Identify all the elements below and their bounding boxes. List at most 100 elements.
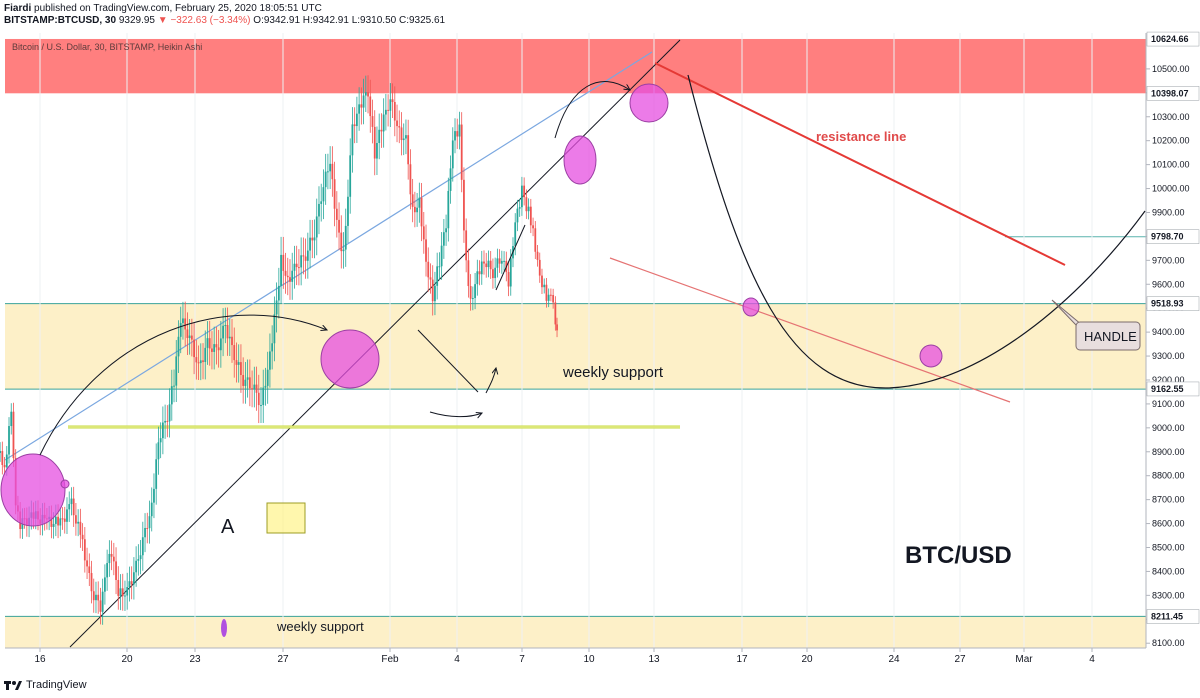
candle-body [280,254,282,286]
candle-body [175,356,178,386]
candle-body [416,207,418,213]
candle-body [483,261,485,264]
candle-body [148,516,151,529]
highlight-circle-5 [919,344,943,368]
highlight-circle-4 [742,297,760,317]
candle-body [516,208,519,223]
candle-body [447,190,450,229]
y-tick-label: 10300.00 [1152,112,1190,122]
footer-brand: TradingView [26,679,87,691]
candle-body [521,185,523,208]
candle-body [106,563,109,578]
price-label-2: 9798.70 [1151,232,1184,242]
candle-body [496,258,499,268]
candle-body [224,325,227,327]
candle-body [333,179,336,209]
candle-body [518,207,521,209]
candle-body [534,228,537,252]
candle-body [12,411,15,459]
candle-body [456,131,459,137]
candle-body [313,237,316,241]
price-axis-bg [1146,33,1200,648]
candle-body [141,537,144,556]
candle-body [367,92,369,97]
candle-body [1,451,4,465]
y-tick-label: 9100.00 [1152,399,1185,409]
candle-body [420,197,423,227]
candle-body [211,348,213,352]
candle-body [436,266,439,286]
candle-body [344,225,347,250]
symbol-info: BITSTAMP:BTCUSD, 30 9329.95 ▼ −322.63 (−… [4,15,445,26]
highlight-circle-1 [320,329,380,389]
candle-body [427,261,430,278]
candle-body [164,420,167,423]
candle-body [291,270,294,282]
candle-body [364,92,367,96]
price-change: −322.63 (−3.34%) [170,15,251,26]
candle-body [126,587,129,596]
price-change-down-icon: ▼ [157,15,168,26]
y-tick-label: 9300.00 [1152,351,1185,361]
candle-body [240,362,242,376]
candle-body [529,206,532,226]
candle-body [253,384,256,390]
price-label-bg-3 [1146,296,1200,311]
candle-body [179,323,182,337]
candle-body [273,314,276,344]
candle-body [222,325,224,339]
candle-body [396,120,398,127]
candle-body [177,336,180,357]
candle-body [554,302,557,325]
candle-body [184,318,187,330]
candle-body [57,516,59,526]
candle-body [295,263,298,268]
candle-body [538,259,541,276]
candle-body [329,163,332,172]
candle-body [407,135,410,165]
candle-body [454,131,456,141]
candle-body [66,509,68,522]
candle-body [315,216,318,238]
candle-body [70,498,73,505]
candle-body [150,502,153,517]
candle-body [233,345,236,361]
candle-body [429,277,432,280]
candle-body [101,591,104,612]
candle-body [400,127,403,141]
blue-trendline [4,51,653,461]
candle-body [541,275,543,288]
candle-body [318,203,320,217]
candle-body [157,442,160,460]
x-tick-label: 23 [189,654,201,665]
resistance-trendline [654,62,1066,266]
candle-body [61,518,64,520]
candle-body [391,99,394,103]
candle-body [507,272,510,287]
symbol-name: BITSTAMP:BTCUSD, 30 [4,15,117,26]
weekly-support-label-mid: weekly support [562,364,664,381]
candle-body [498,258,501,264]
candle-body [347,196,349,226]
candle-body [121,588,124,597]
candle-body [514,222,517,247]
x-tick-label: 17 [736,654,748,665]
highlight-circle-2 [563,135,597,185]
candle-body [382,114,385,132]
candle-body [465,230,468,261]
candle-body [309,237,311,251]
x-tick-label: 16 [34,654,46,665]
candle-body [536,251,539,260]
candle-body [8,426,10,455]
candle-body [90,573,93,592]
candle-body [425,239,427,262]
published-text: published on TradingView.com, February 2… [34,3,322,14]
x-tick-label: 20 [801,654,813,665]
bottom-arrow-mid [429,411,482,417]
candle-body [422,226,425,240]
x-tick-label: 7 [519,654,525,665]
candle-body [130,581,133,585]
candle-body [128,581,131,588]
candle-body [384,109,387,115]
